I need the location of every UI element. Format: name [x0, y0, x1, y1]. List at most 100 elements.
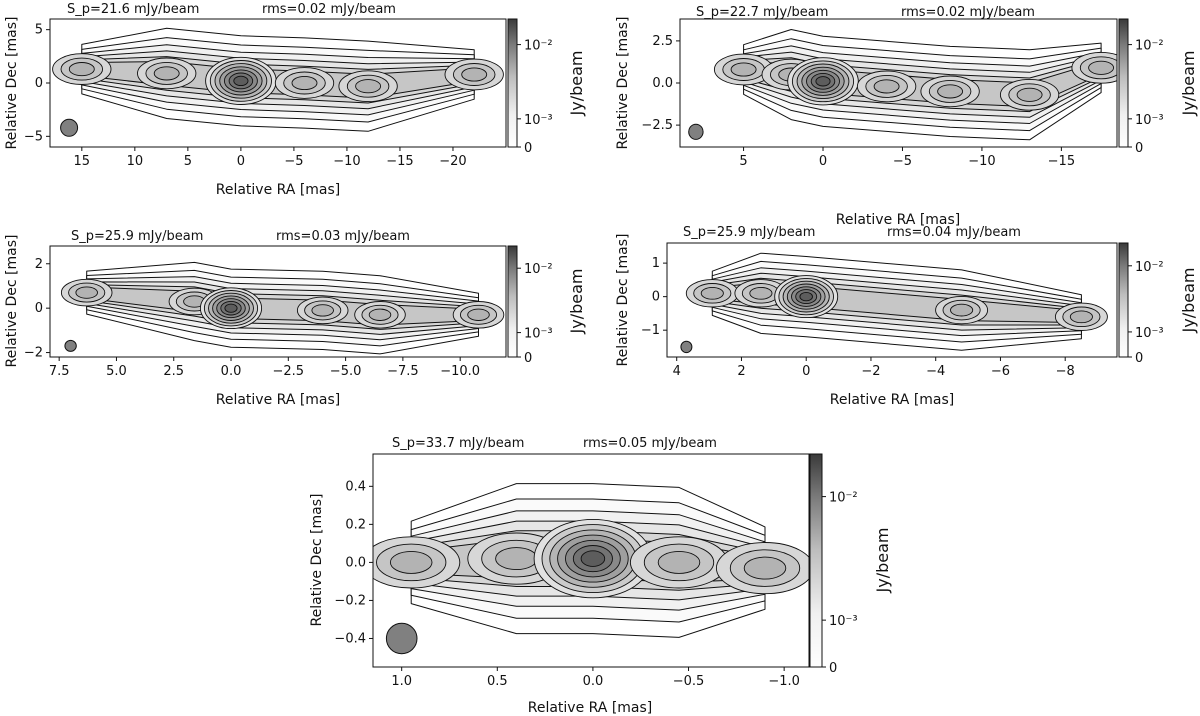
- panel-1-xlabel: Relative RA [mas]: [216, 182, 341, 198]
- colorbar-tick-label: 0: [829, 661, 837, 676]
- x-tick-label: −7.5: [387, 364, 419, 379]
- knot-contour: [730, 62, 757, 77]
- beam-ellipse: [64, 339, 77, 352]
- y-tick-label: −2.5: [641, 118, 673, 133]
- x-tick-label: −15: [386, 154, 413, 169]
- colorbar-tick-label: 10⁻³: [1135, 326, 1164, 341]
- x-tick-label: 4: [673, 364, 681, 379]
- panel-2: S_p=22.7 mJy/beam rms=0.02 mJy/beam 5 0 −5…: [615, 5, 1198, 228]
- knot-contour: [1088, 60, 1115, 75]
- panel-2-ylabel: Relative Dec [mas]: [615, 17, 631, 150]
- panel-5-xlabel: Relative RA [mas]: [528, 700, 653, 716]
- panel-5: S_p=33.7 mJy/beam rms=0.05 mJy/beam 1.0 0…: [309, 436, 892, 716]
- x-tick-label: 1.0: [391, 674, 412, 689]
- x-tick-label: 2.5: [163, 364, 184, 379]
- x-tick-label: −0.5: [673, 674, 705, 689]
- knot-contour: [937, 84, 964, 99]
- panel-3-xlabel: Relative RA [mas]: [216, 392, 341, 408]
- colorbar: [507, 245, 518, 358]
- x-tick-label: 5: [184, 154, 192, 169]
- y-tick-label: −0.4: [334, 631, 366, 646]
- x-tick-label: 0.0: [221, 364, 242, 379]
- beam-ellipse: [385, 622, 418, 655]
- plot-frame: [49, 245, 507, 358]
- y-tick-label: 2: [35, 257, 43, 272]
- y-tick-label: 0.0: [345, 555, 366, 570]
- knot-contour: [291, 75, 318, 91]
- colorbar-tick-label: 10⁻²: [1135, 39, 1164, 54]
- knot-contour: [68, 62, 95, 77]
- knot-contour: [700, 286, 724, 300]
- y-tick-label: −1: [641, 323, 660, 338]
- knot-contour: [461, 67, 488, 82]
- x-tick-label: 0: [237, 154, 245, 169]
- x-tick-label: −5: [284, 154, 303, 169]
- colorbar: [1118, 242, 1129, 358]
- panel-5-ylabel: Relative Dec [mas]: [309, 494, 325, 627]
- core-contour: [233, 75, 249, 87]
- jet-emission: [52, 27, 504, 132]
- x-tick-label: −2: [861, 364, 880, 379]
- panel-4-colorbar-label: Jy/beam: [1179, 268, 1198, 334]
- knot-contour: [368, 308, 392, 321]
- knot-contour: [1016, 87, 1043, 102]
- x-tick-label: −10: [333, 154, 360, 169]
- y-tick-label: 0: [35, 76, 43, 91]
- core-contour: [799, 291, 813, 302]
- x-tick-label: 2: [737, 364, 745, 379]
- panel-2-colorbar-label: Jy/beam: [1179, 51, 1198, 117]
- panel-1: S_p=21.6 mJy/beam rms=0.02 mJy/beam 15 10…: [4, 2, 586, 198]
- panel-3-peak-label: S_p=25.9 mJy/beam: [71, 229, 203, 244]
- panel-3: S_p=25.9 mJy/beam rms=0.03 mJy/beam 7.5 5…: [4, 229, 586, 408]
- x-tick-label: 0.0: [583, 674, 604, 689]
- knot-contour: [311, 304, 334, 317]
- colorbar-tick-label: 10⁻²: [524, 39, 553, 54]
- x-tick-label: −4: [926, 364, 945, 379]
- colorbar-tick-label: 10⁻³: [1135, 113, 1164, 128]
- colorbar: [507, 18, 518, 148]
- colorbar-tick-label: 10⁻³: [524, 327, 553, 342]
- x-tick-label: 0: [802, 364, 810, 379]
- core-contour: [224, 303, 238, 313]
- panel-4-xlabel: Relative RA [mas]: [830, 392, 955, 408]
- knot-contour: [467, 308, 490, 321]
- beam-ellipse: [60, 118, 79, 137]
- x-tick-label: 5.0: [106, 364, 127, 379]
- knot-contour: [657, 550, 701, 574]
- y-tick-label: 0: [35, 301, 43, 316]
- x-tick-label: 5: [739, 154, 747, 169]
- panel-4-peak-label: S_p=25.9 mJy/beam: [683, 225, 815, 240]
- panel-3-ylabel: Relative Dec [mas]: [4, 235, 20, 368]
- x-tick-label: −10: [968, 154, 995, 169]
- x-tick-label: −10.0: [440, 364, 480, 379]
- x-tick-label: −1.0: [768, 674, 800, 689]
- y-tick-label: −5: [24, 129, 43, 144]
- knot-contour: [749, 286, 773, 300]
- colorbar-tick-label: 10⁻³: [829, 614, 858, 629]
- colorbar-tick-label: 0: [1135, 141, 1143, 156]
- knot-contour: [950, 303, 974, 317]
- knot-contour: [743, 556, 787, 580]
- panel-2-peak-label: S_p=22.7 mJy/beam: [696, 5, 828, 20]
- x-tick-label: −5: [893, 154, 912, 169]
- y-tick-label: 0.2: [345, 517, 366, 532]
- colorbar-tick-label: 0: [524, 141, 532, 156]
- jet-emission: [685, 252, 1108, 351]
- jet-emission: [373, 483, 809, 638]
- colorbar-tick-label: 10⁻²: [524, 262, 553, 277]
- x-tick-label: 10: [127, 154, 144, 169]
- panel-4: S_p=25.9 mJy/beam rms=0.04 mJy/beam 4 2 0 −…: [615, 225, 1198, 408]
- colorbar-tick-label: 0: [524, 351, 532, 366]
- knot-contour: [873, 79, 900, 94]
- panel-4-ylabel: Relative Dec [mas]: [615, 234, 631, 367]
- x-tick-label: −15: [1048, 154, 1075, 169]
- panel-5-rms-label: rms=0.05 mJy/beam: [583, 436, 717, 451]
- panel-2-plot-area: 5 0 −5 −10 −15 2.5 0.0 −2.5 10⁻² 10⁻³ 0: [641, 18, 1164, 169]
- colorbar-tick-label: 10⁻³: [524, 113, 553, 128]
- colorbar-tick-label: 0: [1135, 351, 1143, 366]
- panel-3-rms-label: rms=0.03 mJy/beam: [276, 229, 410, 244]
- y-tick-label: 0.4: [345, 479, 366, 494]
- colorbar: [809, 453, 823, 668]
- colorbar: [1118, 18, 1129, 148]
